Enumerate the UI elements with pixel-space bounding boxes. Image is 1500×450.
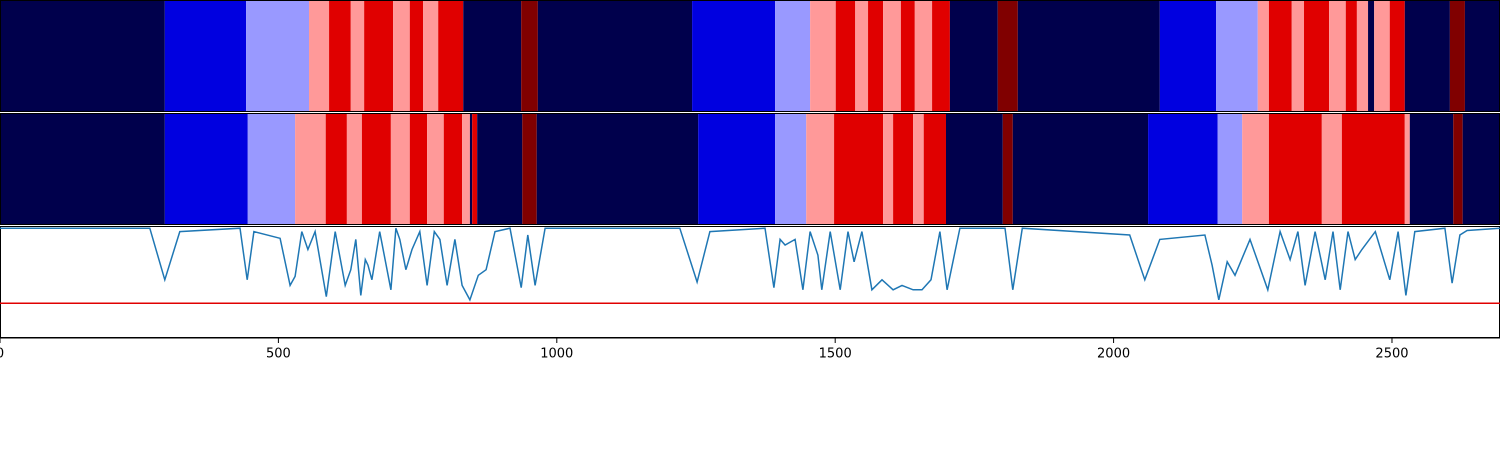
segment xyxy=(164,113,248,225)
segment xyxy=(883,0,901,112)
segment xyxy=(1345,0,1357,112)
segment xyxy=(346,113,362,225)
segment xyxy=(1374,0,1390,112)
segment xyxy=(835,0,856,112)
segment xyxy=(1017,0,1160,112)
segment xyxy=(409,0,424,112)
x-tick-label: 0 xyxy=(0,347,4,362)
segment xyxy=(0,0,165,112)
segment xyxy=(834,113,884,225)
segment xyxy=(443,113,463,225)
segment xyxy=(246,0,310,112)
segment xyxy=(1404,0,1450,112)
segment xyxy=(329,0,351,112)
segment xyxy=(1341,113,1405,225)
segment xyxy=(1257,0,1269,112)
segment xyxy=(914,0,933,112)
segment xyxy=(477,113,523,225)
segment xyxy=(698,113,776,225)
segment xyxy=(1409,113,1454,225)
segment xyxy=(325,113,347,225)
segment xyxy=(893,113,914,225)
segment xyxy=(1389,0,1405,112)
segment xyxy=(0,113,165,225)
segment xyxy=(423,0,439,112)
segment xyxy=(949,0,998,112)
segment xyxy=(1329,0,1346,112)
segment xyxy=(1464,0,1500,112)
panel-border xyxy=(0,226,1500,338)
segment xyxy=(1148,113,1218,225)
segment xyxy=(469,113,473,225)
segment xyxy=(409,113,428,225)
segment xyxy=(913,113,924,225)
segment xyxy=(1268,113,1322,225)
segment xyxy=(1304,0,1330,112)
x-tick-label: 500 xyxy=(266,347,291,362)
segment xyxy=(1291,0,1305,112)
segment xyxy=(247,113,296,225)
segment xyxy=(868,0,884,112)
segment xyxy=(1268,0,1292,112)
x-tick-label: 1500 xyxy=(819,347,852,362)
segment xyxy=(806,113,835,225)
segment xyxy=(1404,113,1410,225)
segment xyxy=(309,0,330,112)
x-tick-label: 1000 xyxy=(540,347,573,362)
segment xyxy=(164,0,247,112)
segment xyxy=(427,113,444,225)
segment xyxy=(775,113,807,225)
segment xyxy=(438,0,464,112)
segment xyxy=(1449,0,1465,112)
segment xyxy=(1002,113,1013,225)
segment xyxy=(536,113,699,225)
segment xyxy=(932,0,950,112)
segment xyxy=(1453,113,1463,225)
segment xyxy=(1159,0,1217,112)
segment xyxy=(1368,0,1375,112)
segment xyxy=(1462,113,1500,225)
segment xyxy=(692,0,776,112)
segment xyxy=(945,113,1003,225)
segment xyxy=(463,0,522,112)
segment xyxy=(364,0,394,112)
x-tick-label: 2500 xyxy=(1375,347,1408,362)
segment xyxy=(883,113,894,225)
score-line xyxy=(0,227,1500,302)
segment xyxy=(361,113,391,225)
segment xyxy=(855,0,869,112)
segment xyxy=(522,113,537,225)
x-tick-label: 2000 xyxy=(1097,347,1130,362)
segment xyxy=(1216,0,1258,112)
segment xyxy=(295,113,326,225)
segment xyxy=(1321,113,1342,225)
segment xyxy=(350,0,365,112)
segment xyxy=(472,113,478,225)
segment xyxy=(997,0,1018,112)
segment xyxy=(1356,0,1369,112)
segment xyxy=(521,0,538,112)
segment xyxy=(393,0,410,112)
segment xyxy=(775,0,811,112)
segment xyxy=(900,0,915,112)
segment xyxy=(1242,113,1269,225)
segment xyxy=(923,113,946,225)
segment xyxy=(390,113,410,225)
segment xyxy=(810,0,836,112)
segment xyxy=(462,113,470,225)
segment xyxy=(1217,113,1243,225)
segment xyxy=(1012,113,1149,225)
segment xyxy=(537,0,693,112)
